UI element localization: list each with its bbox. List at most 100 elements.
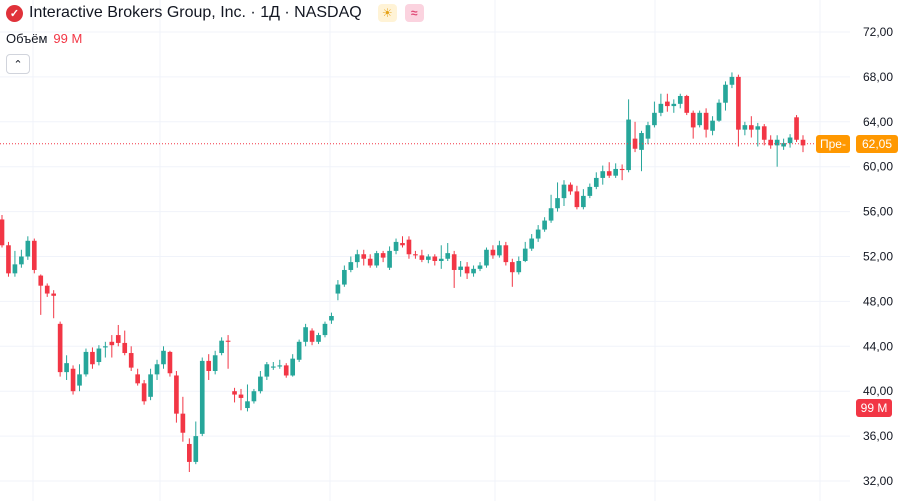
- candle-body: [51, 293, 57, 296]
- candle-body: [677, 95, 683, 104]
- candle-body: [736, 76, 741, 130]
- collapse-legend-button[interactable]: ⌃: [6, 54, 30, 74]
- candle-body: [109, 341, 115, 346]
- candle-body: [800, 139, 806, 146]
- last-price-tag: 62,05: [856, 135, 898, 153]
- candle-body: [703, 112, 709, 130]
- candle-body: [593, 177, 599, 187]
- candle-body: [665, 101, 670, 107]
- candle-body: [787, 137, 793, 144]
- candle-body: [490, 249, 496, 256]
- candle-body: [206, 360, 212, 371]
- candle-body: [180, 413, 186, 433]
- candle-body: [187, 443, 192, 462]
- candle-body: [432, 256, 438, 261]
- candle-body: [781, 143, 786, 147]
- volume-value: 99 M: [53, 31, 83, 46]
- price-tick-label: 60,00: [863, 160, 893, 174]
- candle-body: [426, 256, 431, 260]
- candle-body: [154, 364, 160, 375]
- candle-body: [309, 330, 315, 342]
- candle-body: [57, 323, 63, 373]
- candle-body: [729, 76, 735, 85]
- data-status-wave-icon[interactable]: ≈: [404, 4, 424, 22]
- candle-body: [393, 241, 399, 251]
- chart-header: ✓ Interactive Brokers Group, Inc. · 1Д ·…: [6, 4, 424, 22]
- candle-body: [128, 353, 134, 368]
- candle-body: [83, 351, 89, 375]
- candle-body: [354, 254, 360, 263]
- candle-body: [232, 391, 237, 395]
- candle-body: [774, 139, 780, 146]
- candle-body: [742, 125, 748, 130]
- candle-body: [296, 341, 302, 360]
- candle-body: [348, 262, 354, 270]
- price-tick-label: 52,00: [863, 250, 893, 264]
- candle-body: [90, 351, 95, 365]
- candle-body: [380, 253, 386, 258]
- candle-body: [794, 117, 799, 140]
- candle-body: [723, 84, 728, 103]
- candle-body: [535, 229, 541, 239]
- candle-body: [710, 120, 715, 131]
- candle-body: [25, 240, 31, 257]
- price-tick-label: 56,00: [863, 205, 893, 219]
- candle-body: [509, 262, 515, 273]
- volume-label: Объём: [6, 31, 48, 46]
- candle-body: [400, 243, 405, 246]
- candle-body: [245, 401, 250, 409]
- candle-body: [529, 238, 535, 249]
- candle-body: [199, 360, 205, 434]
- candle-body: [12, 264, 18, 274]
- candle-body: [748, 125, 754, 130]
- candle-body: [438, 258, 444, 261]
- candle-body: [96, 348, 102, 363]
- candle-body: [658, 103, 664, 113]
- candle-body: [690, 112, 696, 128]
- candle-body: [31, 240, 37, 270]
- volume-legend: Объём 99 M: [6, 31, 82, 46]
- candle-body: [329, 315, 334, 321]
- candle-body: [277, 365, 283, 367]
- candle-body: [587, 186, 593, 196]
- candle-body: [632, 138, 638, 149]
- price-axis[interactable]: 32,00 36,00 40,00 44,00 48,00 52,00 56,00 60,00…: [863, 25, 893, 488]
- candle-body: [561, 184, 567, 199]
- volume-axis-tag: 99 M: [856, 399, 892, 417]
- candle-body: [238, 394, 244, 398]
- price-tick-label: 32,00: [863, 474, 893, 488]
- candle-body: [258, 376, 263, 392]
- candle-body: [652, 112, 657, 126]
- candle-body: [464, 266, 470, 274]
- candle-body: [619, 168, 625, 171]
- candle-body: [0, 219, 5, 246]
- candle-body: [768, 139, 774, 146]
- candle-body: [581, 195, 586, 208]
- candle-body: [471, 268, 476, 274]
- grid-lines: [0, 0, 850, 501]
- candle-body: [161, 350, 166, 365]
- candle-body: [322, 323, 328, 336]
- candle-body: [316, 335, 321, 342]
- candle-body: [174, 375, 179, 414]
- candle-body: [755, 126, 761, 130]
- symbol-title[interactable]: Interactive Brokers Group, Inc. · 1Д · N…: [29, 4, 362, 21]
- candle-body: [193, 436, 199, 462]
- candle-body: [122, 342, 128, 354]
- price-tick-label: 48,00: [863, 294, 893, 308]
- candle-body: [264, 364, 270, 377]
- candle-body: [697, 112, 702, 126]
- candle-body: [568, 184, 573, 192]
- candle-body: [555, 198, 560, 209]
- candle-body: [270, 366, 276, 368]
- candle-body: [406, 239, 412, 255]
- ibkr-logo-icon: ✓: [6, 4, 23, 22]
- candle-body: [574, 191, 580, 208]
- candle-body: [148, 374, 153, 397]
- candle-body: [458, 266, 463, 270]
- candle-body: [6, 245, 11, 274]
- candle-body: [342, 269, 347, 285]
- candle-body: [225, 340, 231, 342]
- market-hours-sun-icon[interactable]: ☀: [377, 4, 397, 22]
